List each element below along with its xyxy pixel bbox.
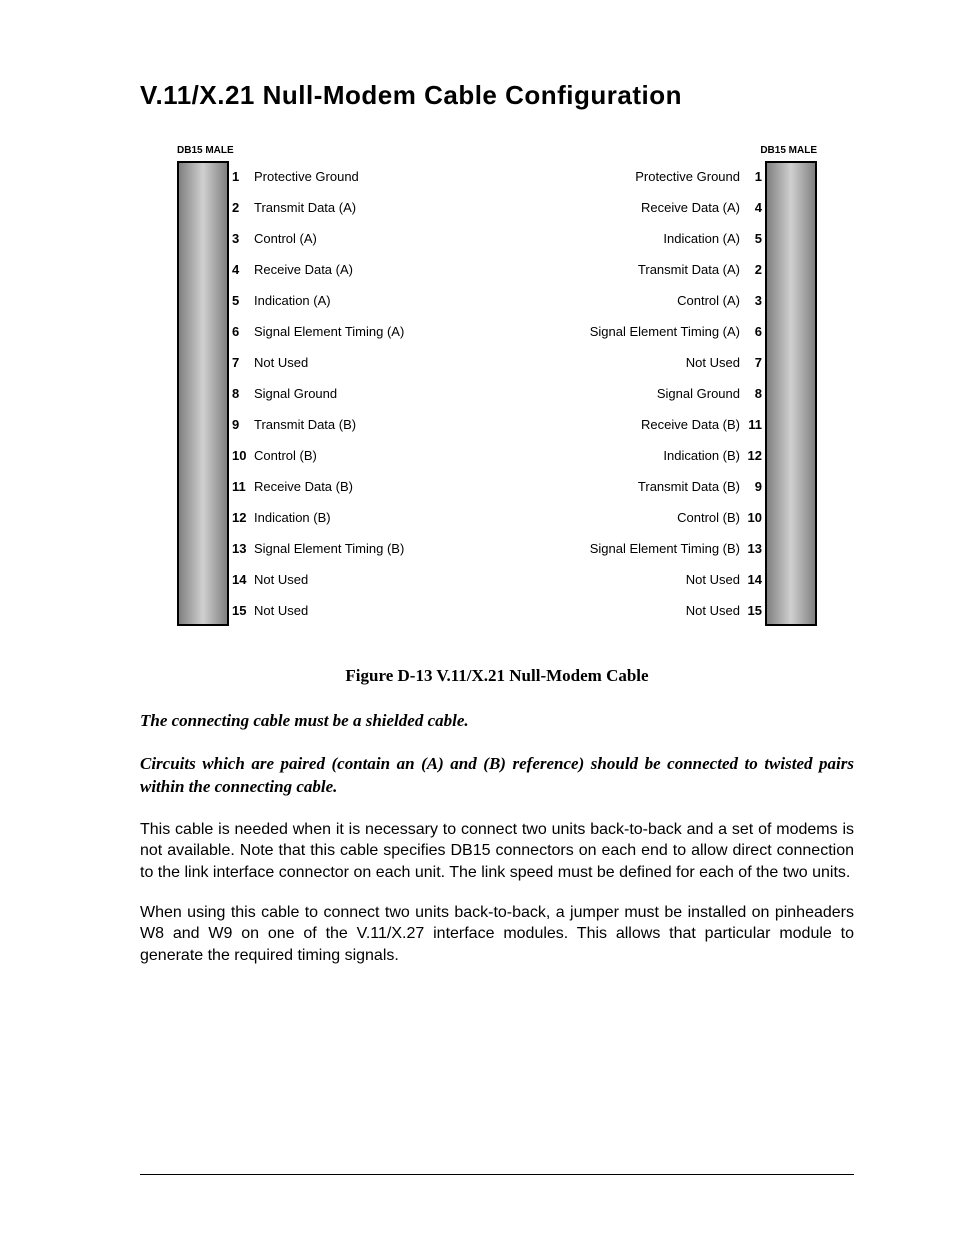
left-pin-label: Control (B) <box>254 448 497 463</box>
right-pin-number: 3 <box>740 285 767 316</box>
pin-row: 13Signal Element Timing (B)Signal Elemen… <box>227 533 767 564</box>
right-pin-label: Protective Ground <box>497 169 740 184</box>
left-pin-label: Not Used <box>254 355 497 370</box>
right-connector-label: DB15 MALE <box>760 145 817 156</box>
body-paragraph-2: When using this cable to connect two uni… <box>140 902 854 967</box>
pin-row: 15Not UsedNot Used15 <box>227 595 767 626</box>
left-pin-number: 3 <box>227 223 254 254</box>
pin-row: 3Control (A)Indication (A)5 <box>227 223 767 254</box>
pin-row: 4Receive Data (A)Transmit Data (A)2 <box>227 254 767 285</box>
left-pin-number: 6 <box>227 316 254 347</box>
left-pin-label: Signal Ground <box>254 386 497 401</box>
left-pin-number: 8 <box>227 378 254 409</box>
right-pin-label: Receive Data (A) <box>497 200 740 215</box>
left-pin-number: 7 <box>227 347 254 378</box>
right-pin-label: Not Used <box>497 355 740 370</box>
page-heading: V.11/X.21 Null-Modem Cable Configuration <box>140 80 854 111</box>
right-pin-number: 4 <box>740 192 767 223</box>
right-pin-label: Indication (B) <box>497 448 740 463</box>
left-pin-label: Protective Ground <box>254 169 497 184</box>
left-pin-label: Transmit Data (B) <box>254 417 497 432</box>
left-pin-label: Indication (A) <box>254 293 497 308</box>
right-pin-number: 5 <box>740 223 767 254</box>
pin-row: 6Signal Element Timing (A)Signal Element… <box>227 316 767 347</box>
pin-row: 5Indication (A)Control (A)3 <box>227 285 767 316</box>
figure-caption: Figure D-13 V.11/X.21 Null-Modem Cable <box>140 666 854 686</box>
left-pin-number: 11 <box>227 471 254 502</box>
pin-row: 14Not UsedNot Used14 <box>227 564 767 595</box>
left-pin-number: 4 <box>227 254 254 285</box>
right-pin-label: Indication (A) <box>497 231 740 246</box>
right-pin-label: Signal Ground <box>497 386 740 401</box>
right-connector-box <box>767 161 817 626</box>
pin-row: 9Transmit Data (B)Receive Data (B)11 <box>227 409 767 440</box>
pin-row: 1Protective GroundProtective Ground1 <box>227 161 767 192</box>
right-pin-number: 13 <box>740 533 767 564</box>
left-pin-number: 13 <box>227 533 254 564</box>
pin-row: 12Indication (B)Control (B)10 <box>227 502 767 533</box>
left-pin-number: 12 <box>227 502 254 533</box>
right-pin-number: 15 <box>740 595 767 626</box>
pin-row: 7Not UsedNot Used7 <box>227 347 767 378</box>
right-pin-number: 9 <box>740 471 767 502</box>
left-pin-label: Signal Element Timing (B) <box>254 541 497 556</box>
right-pin-label: Not Used <box>497 572 740 587</box>
right-pin-number: 2 <box>740 254 767 285</box>
left-connector-box <box>177 161 227 626</box>
left-connector-label: DB15 MALE <box>177 145 234 156</box>
left-pin-label: Signal Element Timing (A) <box>254 324 497 339</box>
right-pin-number: 7 <box>740 347 767 378</box>
page: V.11/X.21 Null-Modem Cable Configuration… <box>0 0 954 1235</box>
pin-row: 11Receive Data (B)Transmit Data (B)9 <box>227 471 767 502</box>
left-pin-label: Control (A) <box>254 231 497 246</box>
pin-rows-container: 1Protective GroundProtective Ground12Tra… <box>227 161 767 626</box>
left-pin-label: Not Used <box>254 603 497 618</box>
right-pin-label: Signal Element Timing (A) <box>497 324 740 339</box>
right-pin-label: Control (B) <box>497 510 740 525</box>
right-pin-number: 6 <box>740 316 767 347</box>
left-pin-label: Receive Data (A) <box>254 262 497 277</box>
right-pin-number: 11 <box>740 409 767 440</box>
left-pin-number: 15 <box>227 595 254 626</box>
left-pin-label: Not Used <box>254 572 497 587</box>
pinout-diagram: DB15 MALE DB15 MALE 1Protective GroundPr… <box>177 161 817 626</box>
left-pin-number: 9 <box>227 409 254 440</box>
left-pin-label: Indication (B) <box>254 510 497 525</box>
right-pin-label: Not Used <box>497 603 740 618</box>
body-paragraph-1: This cable is needed when it is necessar… <box>140 819 854 884</box>
right-pin-label: Transmit Data (A) <box>497 262 740 277</box>
twisted-pair-note: Circuits which are paired (contain an (A… <box>140 753 854 799</box>
left-pin-number: 2 <box>227 192 254 223</box>
left-pin-number: 5 <box>227 285 254 316</box>
right-pin-number: 14 <box>740 564 767 595</box>
right-pin-number: 10 <box>740 502 767 533</box>
right-pin-label: Control (A) <box>497 293 740 308</box>
pin-row: 2Transmit Data (A)Receive Data (A)4 <box>227 192 767 223</box>
right-pin-number: 12 <box>740 440 767 471</box>
shielded-cable-note: The connecting cable must be a shielded … <box>140 710 854 733</box>
right-pin-label: Receive Data (B) <box>497 417 740 432</box>
pin-row: 10Control (B)Indication (B)12 <box>227 440 767 471</box>
right-pin-label: Transmit Data (B) <box>497 479 740 494</box>
left-pin-label: Receive Data (B) <box>254 479 497 494</box>
left-pin-number: 10 <box>227 440 254 471</box>
pin-row: 8Signal GroundSignal Ground8 <box>227 378 767 409</box>
right-pin-label: Signal Element Timing (B) <box>497 541 740 556</box>
right-pin-number: 8 <box>740 378 767 409</box>
left-pin-label: Transmit Data (A) <box>254 200 497 215</box>
left-pin-number: 14 <box>227 564 254 595</box>
footer-rule <box>140 1174 854 1175</box>
left-pin-number: 1 <box>227 161 254 192</box>
right-pin-number: 1 <box>740 161 767 192</box>
